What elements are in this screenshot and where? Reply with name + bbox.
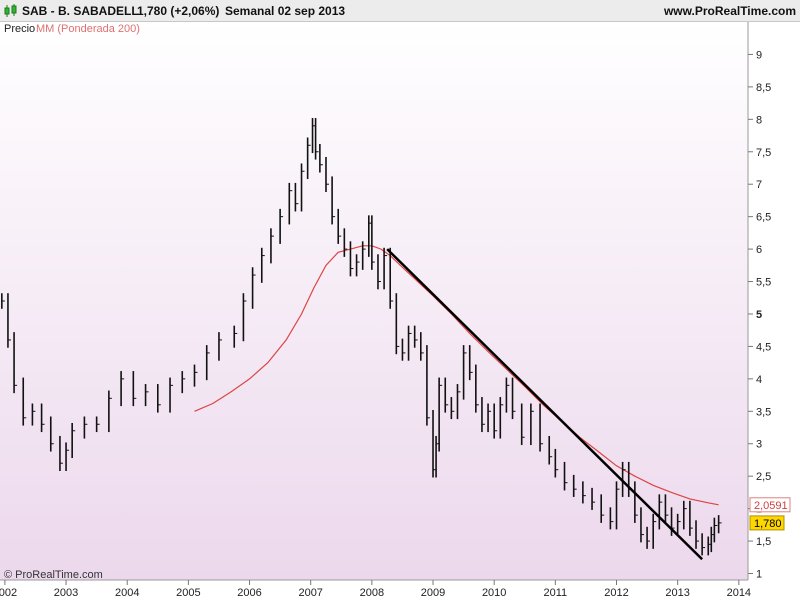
plot-background [0,22,748,580]
x-tick-label: 2002 [0,587,17,599]
x-tick-label: 2013 [665,587,689,599]
y-tick-label: 4,5 [756,341,771,353]
ma-value-badge [749,497,791,513]
x-tick-label: 2008 [360,587,384,599]
x-tick-label: 2006 [237,587,261,599]
x-tick-label: 2010 [482,587,506,599]
copyright-text: © ProRealTime.com [4,569,103,581]
site-link[interactable]: www.ProRealTime.com [663,4,796,18]
last-price-change: 1,780 (+2,06%) [137,4,220,18]
y-tick-label: 1 [756,569,762,581]
y-tick-label: 5 [756,309,762,321]
x-tick-label: 2014 [727,587,751,599]
symbol-title: SAB - B. SABADELL [22,4,139,18]
y-tick-label: 1,5 [756,536,771,548]
y-tick-label: 3 [756,439,762,451]
y-tick-label: 6 [756,244,762,256]
x-tick-label: 2003 [54,587,78,599]
y-tick-label: 5,5 [756,277,771,289]
x-tick-label: 2004 [115,587,139,599]
y-tick-label: 4 [756,374,762,386]
y-tick-label: 3,5 [756,406,771,418]
y-tick-label: 8,5 [756,82,771,94]
price-value-badge [749,515,785,531]
price-value-label: 1,780 [754,518,782,530]
chart-header: SAB - B. SABADELL 1,780 (+2,06%) Semanal… [0,0,800,22]
y-tick-label: 7,5 [756,147,771,159]
legend-price: Precio [4,23,36,35]
y-tick-label: 2,5 [756,471,771,483]
trend-line [386,248,704,561]
price-chart: 98,587,576,565,554,543,532,521,51 200220… [0,22,800,600]
x-tick-label: 2009 [421,587,445,599]
y-tick-label: 8 [756,114,762,126]
ma-series-line [194,245,719,506]
y-tick-label: 7 [756,179,762,191]
y-tick-label: 9 [756,49,762,61]
x-axis-panel [0,580,800,600]
x-tick-label: 2007 [298,587,322,599]
x-tick-label: 2005 [176,587,200,599]
x-tick-label: 2011 [544,587,568,599]
ma-value-label: 2,0591 [754,500,788,512]
legend-ma: MM (Ponderada 200) [36,23,140,35]
y-axis-panel [748,22,800,580]
period-date: Semanal 02 sep 2013 [225,4,346,18]
y-tick-label: 6,5 [756,212,771,224]
candlestick-icon [4,4,17,17]
x-tick-label: 2012 [604,587,628,599]
